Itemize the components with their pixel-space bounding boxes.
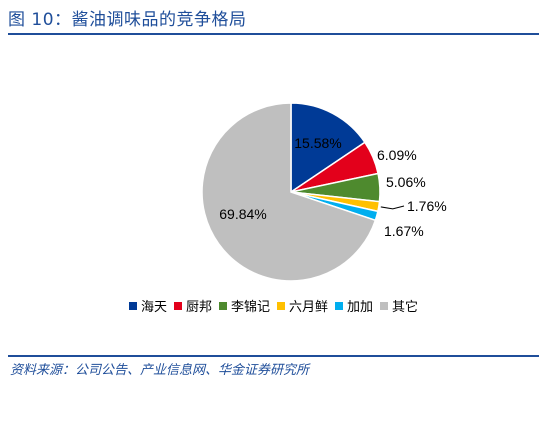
figure-title: 图 10：酱油调味品的竞争格局 bbox=[8, 10, 247, 30]
data-label-李锦记: 5.06% bbox=[386, 174, 426, 190]
legend-label: 海天 bbox=[140, 300, 167, 315]
source-divider bbox=[8, 355, 539, 357]
legend-item-海天: 海天 bbox=[128, 296, 167, 315]
legend-label: 六月鲜 bbox=[289, 300, 329, 315]
pie-slice-海天 bbox=[290, 102, 366, 194]
pie-slice-其它 bbox=[201, 102, 377, 282]
chart-legend: 海天 厨邦 李锦记 六月鲜 加加 其它 bbox=[0, 296, 547, 315]
legend-swatch bbox=[277, 301, 285, 310]
legend-swatch bbox=[128, 301, 137, 310]
legend-swatch bbox=[173, 301, 182, 310]
legend-item-厨邦: 厨邦 bbox=[173, 296, 212, 315]
pie-chart: 15.58% 6.09% 5.06% 1.76% 1.67% 69.84% bbox=[201, 102, 447, 282]
legend-label: 李锦记 bbox=[230, 300, 270, 315]
legend-label: 厨邦 bbox=[185, 300, 212, 315]
legend-swatch bbox=[335, 301, 344, 310]
title-divider bbox=[8, 33, 539, 35]
data-label-海天: 15.58% bbox=[294, 135, 341, 151]
data-label-六月鲜: 1.76% bbox=[407, 198, 447, 214]
source-note: 资料来源：公司公告、产业信息网、华金证券研究所 bbox=[10, 363, 310, 378]
data-label-加加: 1.67% bbox=[384, 223, 424, 239]
legend-label: 加加 bbox=[347, 300, 374, 315]
legend-item-六月鲜: 六月鲜 bbox=[277, 296, 328, 315]
legend-swatch bbox=[218, 301, 227, 310]
legend-label: 其它 bbox=[392, 300, 419, 315]
legend-item-加加: 加加 bbox=[335, 296, 373, 315]
legend-swatch bbox=[380, 301, 389, 310]
data-label-其它: 69.84% bbox=[219, 206, 266, 222]
legend-item-其它: 其它 bbox=[380, 296, 418, 315]
data-label-厨邦: 6.09% bbox=[377, 147, 417, 163]
legend-item-李锦记: 李锦记 bbox=[218, 296, 270, 315]
leader-line-六月鲜 bbox=[380, 205, 405, 210]
